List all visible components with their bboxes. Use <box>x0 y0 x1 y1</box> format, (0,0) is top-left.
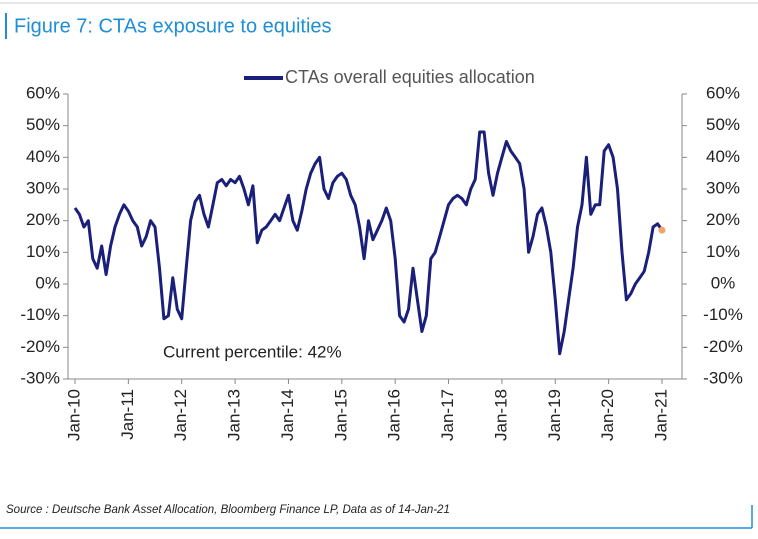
x-tick-label: Jan-18 <box>491 389 510 441</box>
y-tick-label: 0% <box>35 273 60 292</box>
title-bar <box>5 13 7 39</box>
legend-label: CTAs overall equities allocation <box>285 67 535 87</box>
series-line <box>73 130 664 356</box>
y2-tick-label: 20% <box>706 210 740 229</box>
y2-tick-label: 40% <box>706 147 740 166</box>
y2-tick-label: 10% <box>706 242 740 261</box>
x-tick-label: Jan-21 <box>651 389 670 441</box>
y2-tick-label: -10% <box>703 305 743 324</box>
y-tick-label: 50% <box>26 115 60 134</box>
y-tick-label: -20% <box>20 337 60 356</box>
x-tick-label: Jan-14 <box>278 389 297 441</box>
x-tick-label: Jan-15 <box>331 389 350 441</box>
x-tick-label: Jan-10 <box>64 389 83 441</box>
x-tick-label: Jan-19 <box>545 389 564 441</box>
x-tick-label: Jan-11 <box>118 389 137 440</box>
y-tick-label: -30% <box>20 368 60 387</box>
y-tick-label: 60% <box>26 83 60 102</box>
source: Source : Deutsche Bank Asset Allocation,… <box>6 504 450 516</box>
current-point <box>658 226 666 234</box>
x-tick-label: Jan-16 <box>385 389 404 441</box>
y2-tick-label: 30% <box>706 178 740 197</box>
x-tick-label: Jan-17 <box>438 389 457 441</box>
y-tick-label: 30% <box>26 178 60 197</box>
y2-tick-label: -30% <box>703 368 743 387</box>
y-tick-label: 10% <box>26 242 60 261</box>
x-tick-label: Jan-12 <box>171 389 190 441</box>
y-tick-label: 20% <box>26 210 60 229</box>
y2-tick-label: 0% <box>711 273 736 292</box>
y-tick-label: -10% <box>20 305 60 324</box>
y2-tick-label: 60% <box>706 83 740 102</box>
x-tick-label: Jan-20 <box>598 389 617 441</box>
chart-title: Figure 7: CTAs exposure to equities <box>14 15 332 37</box>
x-tick-label: Jan-13 <box>225 389 244 441</box>
annotation: Current percentile: 42% <box>163 342 342 361</box>
y2-tick-label: 50% <box>706 115 740 134</box>
y2-tick-label: -20% <box>703 337 743 356</box>
y-tick-label: 40% <box>26 147 60 166</box>
